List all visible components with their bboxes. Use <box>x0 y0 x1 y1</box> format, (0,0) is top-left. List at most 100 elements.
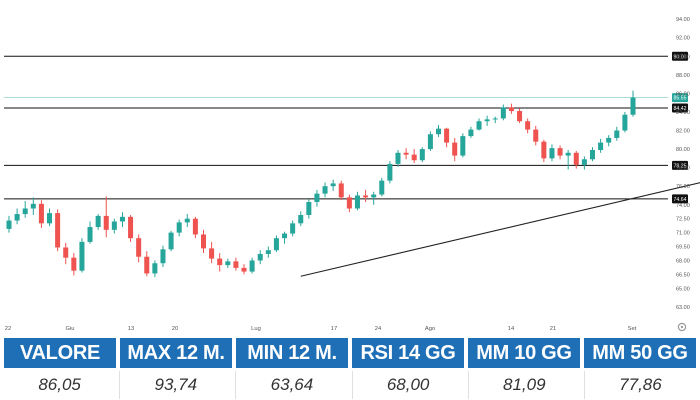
candle <box>533 125 539 146</box>
level-tag <box>672 93 688 103</box>
candle-body <box>371 194 377 198</box>
candle <box>419 147 425 163</box>
candle-body <box>354 195 360 209</box>
header-mm-10gg: MM 10 GG <box>468 338 580 368</box>
y-tick-label: 71.00 <box>676 231 690 237</box>
candle-body <box>249 260 255 272</box>
candle <box>444 127 450 148</box>
candle-body <box>411 154 417 161</box>
candle-body <box>6 220 12 229</box>
x-tick-label: Giu <box>65 326 74 332</box>
y-tick-label: 86.00 <box>676 91 690 97</box>
candle-body <box>476 121 482 130</box>
candle <box>500 104 506 121</box>
candle-body <box>330 183 336 187</box>
candle <box>330 179 336 191</box>
candle <box>184 214 190 228</box>
price-chart[interactable]: 90.00 84.42 78.25 74.64 85.55 94.00 92.00 90.0… <box>0 0 700 336</box>
value-max-12m: 93,74 <box>119 371 232 399</box>
candle-body <box>290 223 296 234</box>
candle-body <box>541 141 547 159</box>
candle <box>22 201 28 218</box>
candle-body <box>298 214 304 224</box>
candles-layer <box>6 90 636 278</box>
candle-body <box>598 142 604 151</box>
x-tick-label: 14 <box>508 326 515 332</box>
candle-body <box>306 201 312 215</box>
stats-value-row: 86,05 93,74 63,64 68,00 81,09 77,86 <box>4 371 697 399</box>
candle-body <box>38 203 44 224</box>
value-rsi-14gg: 68,00 <box>351 371 464 399</box>
candle-body <box>282 233 288 239</box>
y-tick-label: 94.00 <box>676 17 690 23</box>
candle-body <box>184 218 190 223</box>
header-mm-50gg: MM 50 GG <box>584 338 696 368</box>
candle <box>144 251 150 277</box>
candle <box>241 264 247 275</box>
support-trendline <box>300 182 700 277</box>
candle <box>492 116 498 124</box>
candle-body <box>265 250 271 254</box>
gear-icon[interactable] <box>677 322 687 332</box>
candle-body <box>427 134 433 150</box>
candle-body <box>192 218 198 235</box>
level-tag-label: 78.25 <box>674 163 687 169</box>
candle <box>160 245 166 267</box>
candle <box>63 242 69 265</box>
candle <box>460 133 466 158</box>
x-tick-label: Lug <box>251 326 261 332</box>
candle-body <box>160 249 166 264</box>
candle <box>354 191 360 211</box>
x-tick-label: 17 <box>331 326 337 332</box>
y-tick-label: 84.00 <box>676 110 690 116</box>
candle-body <box>176 222 182 233</box>
candle <box>411 149 417 163</box>
header-valore: VALORE <box>4 338 116 368</box>
candle <box>265 246 271 258</box>
candle <box>55 209 61 252</box>
candle <box>168 230 174 252</box>
stats-header-row: VALORE MAX 12 M. MIN 12 M. RSI 14 GG MM … <box>4 338 696 368</box>
candle <box>476 118 482 131</box>
y-tick-label: 68.00 <box>676 258 690 264</box>
candle <box>387 161 393 184</box>
candle-body <box>144 256 150 274</box>
candle-body <box>363 195 369 198</box>
y-tick-label: 69.50 <box>676 245 690 251</box>
candle-body <box>200 234 207 249</box>
y-tick-label: 90.00 <box>676 54 690 60</box>
candle <box>371 191 377 205</box>
candlestick-chart-svg: 90.00 84.42 78.25 74.64 85.55 94.00 92.00 90.0… <box>4 17 700 332</box>
candle-body <box>581 159 587 165</box>
candle-body <box>55 213 61 248</box>
candle <box>452 137 458 162</box>
candle <box>47 208 53 227</box>
candle-body <box>622 114 628 131</box>
candle <box>225 258 231 268</box>
candle-body <box>168 232 174 250</box>
y-tick-label: 80.00 <box>676 147 690 153</box>
candle <box>217 253 223 272</box>
candle <box>565 150 571 170</box>
candle-body <box>79 241 85 271</box>
candle-body <box>387 163 393 181</box>
candle-body <box>557 148 563 156</box>
candle <box>322 182 328 198</box>
candle <box>541 139 547 163</box>
candle-body <box>606 137 612 143</box>
candle-body <box>452 142 458 156</box>
candle <box>549 144 555 162</box>
x-tick-label: Ago <box>425 326 435 332</box>
candle <box>525 118 531 134</box>
stats-table: VALORE MAX 12 M. MIN 12 M. RSI 14 GG MM … <box>0 338 700 400</box>
header-rsi-14gg: RSI 14 GG <box>352 338 464 368</box>
candle <box>557 145 563 160</box>
candle <box>581 156 587 170</box>
candle <box>606 135 612 147</box>
candle-body <box>128 216 134 239</box>
candle <box>306 199 312 219</box>
candle-body <box>30 203 36 209</box>
horizontal-levels: 90.00 84.42 78.25 74.64 85.55 <box>4 51 688 204</box>
candle-body <box>573 152 579 165</box>
candle-body <box>379 180 385 195</box>
